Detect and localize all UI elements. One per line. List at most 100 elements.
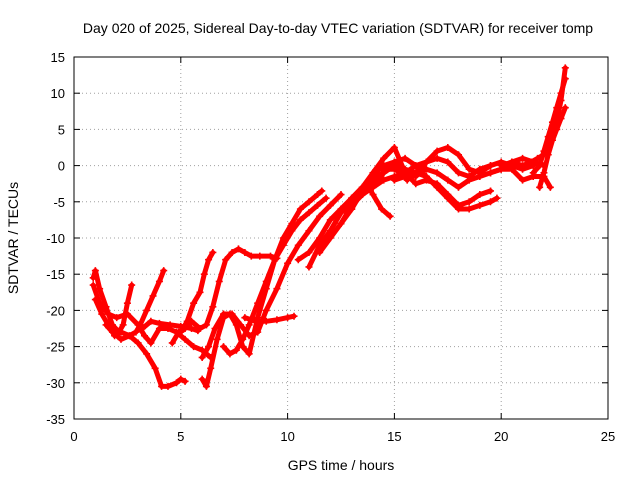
data-point — [98, 310, 106, 318]
data-point — [254, 328, 262, 336]
data-point — [444, 176, 452, 184]
data-point — [326, 216, 334, 224]
data-point — [198, 353, 206, 361]
data-point — [200, 270, 208, 278]
data-point — [390, 176, 398, 184]
data-point — [476, 201, 484, 209]
data-point — [454, 169, 462, 177]
data-point — [380, 169, 388, 177]
data-point — [96, 299, 104, 307]
data-point — [412, 162, 420, 170]
y-tick-label: 0 — [58, 159, 65, 174]
data-point — [181, 377, 189, 385]
data-point — [314, 201, 322, 209]
x-tick-label: 15 — [387, 429, 401, 444]
data-point — [294, 241, 302, 249]
data-point — [354, 191, 362, 199]
data-point — [433, 183, 441, 191]
data-point — [401, 165, 409, 173]
data-point — [519, 176, 527, 184]
data-point — [454, 183, 462, 191]
x-tick-label: 20 — [494, 429, 508, 444]
data-point — [239, 335, 247, 343]
data-point — [386, 212, 394, 220]
data-point — [508, 165, 516, 173]
data-point — [305, 248, 313, 256]
data-point — [155, 277, 163, 285]
data-point — [553, 104, 561, 112]
data-point — [173, 379, 181, 387]
series-layer — [89, 64, 569, 390]
data-point — [119, 321, 127, 329]
data-point — [519, 162, 527, 170]
data-point — [123, 310, 131, 318]
data-point — [544, 133, 552, 141]
data-point — [140, 332, 148, 340]
data-point — [497, 162, 505, 170]
data-point — [207, 364, 215, 372]
data-point — [465, 205, 473, 213]
data-point — [245, 321, 253, 329]
data-point — [128, 281, 136, 289]
data-point — [294, 256, 302, 264]
data-point — [168, 339, 176, 347]
data-point — [476, 172, 484, 180]
data-point — [113, 314, 121, 322]
axis-ticks: 0 5 10 15 20 25 15 10 5 0 -5 -10 -15 -20 -25 -30 -35 — [46, 50, 615, 444]
data-point — [561, 75, 569, 83]
data-point — [198, 375, 206, 383]
data-point — [209, 303, 217, 311]
y-tick-label: 5 — [58, 122, 65, 137]
data-point — [262, 306, 270, 314]
data-point — [412, 180, 420, 188]
data-point — [540, 169, 548, 177]
data-point — [288, 220, 296, 228]
data-point — [215, 277, 223, 285]
data-point — [305, 198, 313, 206]
y-axis-title: SDTVAR / TECUs — [5, 182, 21, 294]
y-tick-label: 15 — [51, 50, 65, 65]
data-point — [190, 343, 198, 351]
data-point — [557, 115, 565, 123]
data-point — [143, 306, 151, 314]
data-point — [390, 158, 398, 166]
data-point — [425, 176, 433, 184]
data-point — [544, 151, 552, 159]
data-point — [245, 350, 253, 358]
data-point — [337, 191, 345, 199]
data-point — [202, 382, 210, 390]
data-point — [465, 198, 473, 206]
data-point — [422, 158, 430, 166]
series-arc-6 — [169, 246, 280, 346]
data-point — [102, 321, 110, 329]
data-point — [316, 212, 324, 220]
data-point — [256, 252, 264, 260]
data-point — [160, 267, 168, 275]
data-point — [228, 310, 236, 318]
y-tick-label: -15 — [46, 267, 65, 282]
data-point — [422, 165, 430, 173]
data-point — [271, 256, 279, 264]
data-point — [234, 245, 242, 253]
data-point — [181, 335, 189, 343]
data-point — [117, 335, 125, 343]
data-point — [183, 317, 191, 325]
data-point — [147, 317, 155, 325]
data-point — [138, 325, 146, 332]
data-point — [444, 194, 452, 202]
data-point — [245, 332, 253, 340]
data-point — [228, 248, 236, 256]
series-arc-9 — [221, 195, 329, 357]
x-tick-label: 0 — [70, 429, 77, 444]
data-point — [247, 252, 255, 260]
data-point — [401, 172, 409, 180]
data-point — [288, 227, 296, 235]
data-point — [209, 248, 217, 256]
data-point — [226, 350, 234, 358]
data-point — [254, 299, 262, 307]
data-point — [134, 339, 142, 347]
data-point — [548, 136, 556, 144]
data-point — [158, 382, 166, 390]
data-point — [454, 151, 462, 159]
